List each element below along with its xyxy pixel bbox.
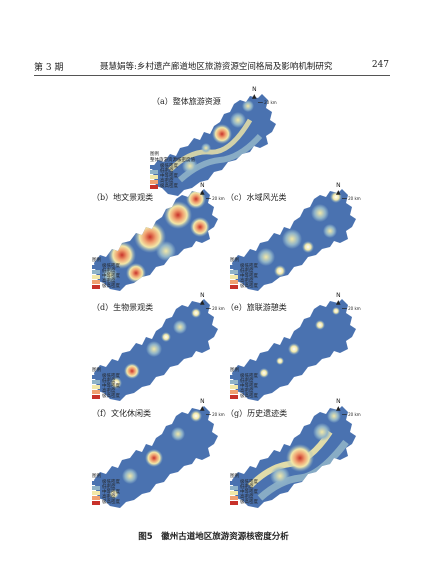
kernel-density-map-overall	[152, 94, 276, 196]
panel-e-title: （e）旅联游憩类	[226, 303, 287, 312]
north-arrow-f: N ▲	[200, 398, 205, 412]
kernel-density-map-recreation	[232, 299, 356, 401]
page-number: 247	[371, 60, 389, 70]
north-arrow-d: N ▲	[200, 292, 205, 306]
kernel-density-map-culture	[94, 406, 218, 508]
panel-g-title: （g）历史遗迹类	[226, 409, 288, 418]
running-title: 聂慧娟等:乡村遗产廊道地区旅游资源空间格局及影响机制研究	[100, 62, 333, 72]
legend-a: 图例 整体旅游资源核密度值 极低密度 低密度 中等密度 高密度 极高密度	[150, 152, 195, 189]
north-arrow-g: N ▲	[336, 398, 341, 412]
panel-b-title: （b）地文景观类	[92, 193, 154, 202]
scale-bar-d: ━━ 20 km	[206, 306, 225, 311]
map-panel-a	[150, 90, 278, 200]
north-arrow-e: N ▲	[336, 292, 341, 306]
scale-bar-g: ━━ 20 km	[342, 412, 361, 417]
kernel-density-map-historic	[232, 406, 356, 508]
panel-d-title: （d）生物景观类	[92, 303, 154, 312]
north-arrow-a: N ▲	[252, 86, 257, 100]
legend-g: 图例 极低密度 低密度 中等密度 高密度 极高密度	[230, 474, 258, 505]
kernel-density-map-water	[232, 189, 356, 291]
scale-bar-c: ━━ 20 km	[342, 196, 361, 201]
panel-a-title: （a）整体旅游资源	[152, 97, 221, 106]
figure-caption: 图5 徽州古道地区旅游资源核密度分析	[138, 532, 289, 542]
legend-c: 图例 极低密度 低密度 中等密度 高密度 极高密度	[230, 258, 258, 289]
legend-d: 图例 极低密度 低密度 中等密度 高密度 极高密度	[92, 368, 120, 399]
kernel-density-map-biological	[94, 299, 218, 401]
header-rule	[34, 75, 390, 76]
map-panel-d	[92, 295, 220, 405]
map-panel-f	[92, 402, 220, 512]
north-arrow-b: N ▲	[200, 182, 205, 196]
north-arrow-c: N ▲	[336, 182, 341, 196]
map-panel-e	[230, 295, 358, 405]
kernel-density-map-landform	[94, 189, 218, 291]
legend-e: 图例 极低密度 低密度 中等密度 高密度 极高密度	[230, 368, 258, 399]
scale-bar-f: ━━ 20 km	[206, 412, 225, 417]
map-panel-c	[230, 185, 358, 295]
scale-bar-a: ━━ 20 km	[258, 100, 277, 105]
legend-b: 图例 极低密度 低密度 中等密度 高密度 极高密度	[92, 258, 120, 289]
panel-c-title: （c）水域风光类	[226, 193, 287, 202]
legend-f: 图例 极低密度 低密度 中等密度 高密度 极高密度	[92, 474, 120, 505]
issue-number: 第 3 期	[34, 63, 64, 73]
scale-bar-b: ━━ 20 km	[206, 196, 225, 201]
scale-bar-e: ━━ 20 km	[342, 306, 361, 311]
page-header: 第 3 期 聂慧娟等:乡村遗产廊道地区旅游资源空间格局及影响机制研究 247	[0, 60, 427, 74]
map-panel-g	[230, 402, 358, 512]
panel-f-title: （f）文化休闲类	[92, 409, 151, 418]
map-panel-b	[92, 185, 220, 295]
